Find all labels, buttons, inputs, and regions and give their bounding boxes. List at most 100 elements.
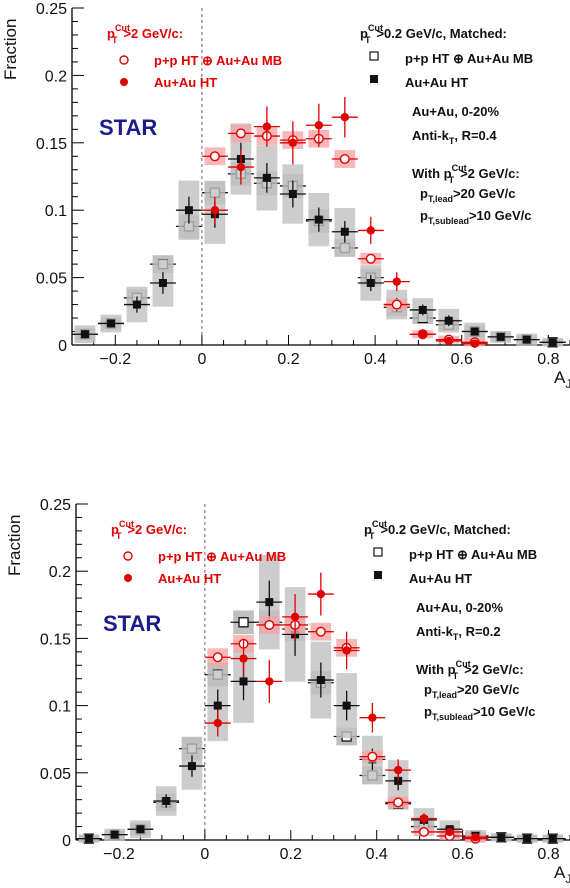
data-point-filled-square: [366, 278, 375, 287]
chart-panel-1: −0.2 0 0.2 0.4 0.6 0.8 0 0.05 0.1 0.15 0.2 0.25 Frac…: [1, 1, 570, 391]
data-point-filled-square: [314, 215, 323, 224]
x-tick-label: 0.6: [451, 351, 473, 368]
data-point-filled-circle: [418, 330, 427, 339]
data-point-open-circle: [264, 619, 275, 630]
annotation-block: Au+Au, 0-20% Anti-kT, R=0.4 With pCut T >2 G…: [412, 104, 532, 226]
data-point-filled-square: [158, 278, 167, 287]
legend-right-entry: p+p HT ⊕ Au+Au MB: [405, 51, 533, 66]
y-tick-label: 0.15: [40, 631, 71, 648]
data-point-filled-square: [523, 834, 532, 843]
data-point-filled-square: [80, 330, 89, 339]
legend-right-entry: Au+Au HT: [409, 571, 472, 586]
legend-left: pCut T >2 GeV/c: p+p HT ⊕ Au+Au MB Au+Au HT: [107, 23, 282, 90]
data-point-filled-square: [239, 677, 248, 686]
legend-marker-filled-circle: [124, 574, 132, 582]
legend-marker-filled-square: [370, 75, 378, 83]
y-tick-label: 0: [62, 833, 71, 850]
legend-right-entry: p+p HT ⊕ Au+Au MB: [409, 547, 537, 562]
star-logo-text: STAR: [99, 115, 157, 140]
series-3: [201, 96, 488, 348]
legend-left-entry: p+p HT ⊕ Au+Au MB: [154, 53, 282, 68]
data-point-filled-square: [262, 173, 271, 182]
legend-right-entry: Au+Au HT: [405, 75, 468, 90]
data-point-open-circle: [212, 652, 223, 663]
data-point-filled-circle: [239, 654, 248, 663]
legend-left: pCut T >2 GeV/c: p+p HT ⊕ Au+Au MB Au+Au HT: [111, 519, 286, 586]
data-point-filled-square: [548, 338, 557, 347]
data-point-filled-square: [444, 316, 453, 325]
data-point-filled-square: [496, 332, 505, 341]
legend-marker-open-circle: [123, 551, 133, 561]
y-tick-label: 0.2: [45, 68, 67, 85]
series-1: [72, 123, 566, 347]
data-point-filled-circle: [290, 612, 300, 622]
x-tick-label: 0.4: [364, 351, 386, 368]
legend-left-header: pCut T >2 GeV/c:: [111, 519, 187, 541]
legend-marker-filled-circle: [120, 78, 128, 86]
x-tick-label: 0.4: [366, 846, 388, 863]
legend-left-entry: Au+Au HT: [158, 571, 221, 586]
y-axis-title: Fraction: [1, 19, 20, 80]
data-point-filled-square: [548, 834, 557, 843]
legend-right-header: pCut T >0.2 GeV/c, Matched:: [360, 23, 507, 45]
data-point-filled-circle: [444, 336, 453, 346]
annotation-algorithm: Anti-kT, R=0.2: [416, 624, 501, 642]
data-point-open-circle: [393, 797, 404, 808]
x-tick-label: 0.2: [280, 846, 302, 863]
annotation-lead-cut: pT,lead>20 GeV/c: [424, 682, 520, 700]
legend-left-header: pCut T >2 GeV/c:: [107, 23, 183, 45]
data-point-open-circle: [315, 626, 326, 637]
data-point-filled-circle: [316, 589, 326, 599]
data-point-filled-circle: [392, 277, 401, 286]
annotation-cut: With pCut T >2 GeV/c:: [412, 163, 520, 185]
x-tick-label: −0.2: [103, 846, 135, 863]
data-point-filled-square: [497, 833, 506, 842]
legend-right: pCut T >0.2 GeV/c, Matched: p+p HT ⊕ Au+Au …: [364, 519, 537, 586]
legend-right: pCut T >0.2 GeV/c, Matched: p+p HT ⊕ Au+Au …: [360, 23, 533, 90]
data-point-filled-square: [162, 797, 171, 806]
legend-left-entry: p+p HT ⊕ Au+Au MB: [158, 549, 286, 564]
y-tick-label: 0.05: [36, 271, 67, 288]
legend-right-header: pCut T >0.2 GeV/c, Matched:: [364, 519, 511, 541]
x-tick-label: 0.8: [537, 351, 559, 368]
data-point-filled-square: [340, 227, 349, 236]
y-tick-label: 0: [58, 338, 67, 355]
data-point-open-circle: [418, 826, 429, 837]
annotation-sublead-cut: pT,sublead>10 GeV/c: [424, 704, 536, 722]
annotation-cut: With pCut T >2 GeV/c:: [416, 659, 524, 681]
data-point-open-circle: [339, 153, 350, 164]
y-tick-label: 0.1: [49, 699, 71, 716]
data-point-filled-square: [187, 762, 196, 771]
data-point-filled-circle: [314, 121, 324, 130]
data-point-open-circle: [367, 751, 378, 762]
data-point-filled-circle: [368, 713, 377, 722]
annotation-centrality: Au+Au, 0-20%: [416, 600, 503, 615]
data-point-open-circle: [391, 299, 402, 310]
data-point-filled-circle: [265, 677, 274, 686]
annotation-lead-cut: pT,lead>20 GeV/c: [420, 186, 516, 204]
data-point-filled-square: [288, 190, 297, 199]
data-point-filled-circle: [366, 226, 375, 235]
series-3: [204, 572, 489, 842]
x-axis-title: AJ: [554, 863, 570, 886]
y-tick-label: 0.25: [40, 497, 71, 514]
data-point-filled-circle: [213, 718, 222, 728]
legend-marker-filled-square: [374, 571, 382, 579]
x-tick-label: 0: [200, 846, 209, 863]
annotation-sublead-cut: pT,sublead>10 GeV/c: [420, 208, 532, 226]
data-point-filled-circle: [471, 833, 480, 842]
data-point-filled-square: [106, 319, 115, 328]
annotation-algorithm: Anti-kT, R=0.4: [412, 128, 497, 146]
y-tick-label: 0.05: [40, 766, 71, 783]
x-tick-label: 0.2: [277, 351, 299, 368]
data-point-filled-circle: [262, 122, 272, 131]
star-logo-text: STAR: [103, 611, 161, 636]
data-point-filled-circle: [445, 827, 454, 837]
data-point-open-circle: [365, 253, 376, 264]
data-point-filled-square: [110, 830, 119, 839]
data-point-filled-circle: [288, 138, 298, 147]
legend-marker-open-circle: [119, 55, 129, 65]
data-point-filled-square: [184, 206, 193, 215]
data-point-filled-square: [213, 701, 222, 710]
